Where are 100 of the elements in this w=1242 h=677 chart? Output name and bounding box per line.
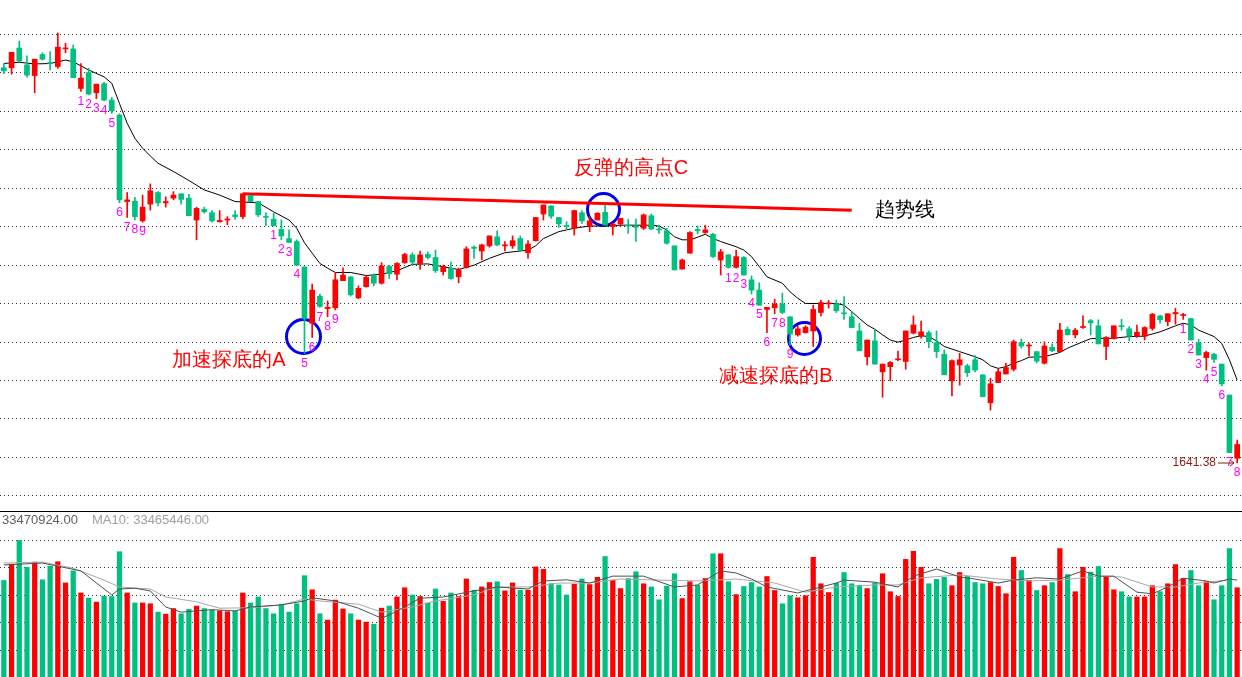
bar bbox=[363, 621, 369, 677]
bar bbox=[324, 619, 331, 677]
text: 5 bbox=[108, 115, 116, 130]
bar bbox=[641, 583, 647, 677]
bar bbox=[232, 610, 238, 677]
text: MA10: 33465446.00 bbox=[92, 511, 210, 527]
bar bbox=[748, 582, 755, 677]
bar bbox=[1064, 574, 1071, 677]
bar bbox=[856, 584, 863, 677]
bar bbox=[1142, 596, 1148, 677]
bar bbox=[1165, 583, 1171, 677]
bar bbox=[579, 578, 585, 677]
candlestick bbox=[162, 196, 169, 208]
bar bbox=[517, 589, 523, 677]
bar bbox=[1203, 581, 1209, 677]
bar bbox=[101, 595, 107, 677]
bar bbox=[1126, 596, 1132, 677]
bar bbox=[201, 608, 207, 677]
bar bbox=[594, 576, 600, 677]
bar bbox=[810, 556, 816, 677]
bar bbox=[193, 605, 200, 677]
bar bbox=[563, 594, 570, 677]
bar bbox=[833, 583, 839, 677]
bar bbox=[741, 586, 747, 677]
text: 4 bbox=[748, 296, 755, 311]
bar bbox=[926, 583, 932, 677]
bar bbox=[772, 590, 778, 677]
bar bbox=[1172, 564, 1179, 677]
annotation: 反弹的高点C bbox=[573, 155, 689, 178]
bar bbox=[1111, 589, 1117, 677]
bar bbox=[910, 550, 917, 677]
annotation: 1641.38 bbox=[1172, 455, 1217, 470]
text: 7 bbox=[771, 316, 779, 331]
bar bbox=[486, 582, 493, 677]
text: 2 bbox=[732, 270, 740, 285]
candlestick bbox=[887, 361, 894, 382]
bar bbox=[610, 579, 616, 677]
bar bbox=[139, 602, 146, 677]
text: 7 bbox=[1226, 454, 1233, 469]
bar bbox=[247, 602, 254, 677]
bar bbox=[1003, 593, 1009, 677]
annotation: 趋势线 bbox=[875, 197, 935, 220]
bar bbox=[55, 561, 61, 677]
bar bbox=[995, 586, 1001, 677]
text: 5 bbox=[301, 355, 308, 370]
text: 2 bbox=[1187, 342, 1195, 357]
text: 9 bbox=[331, 312, 339, 327]
bar bbox=[872, 582, 878, 677]
bar bbox=[70, 570, 76, 677]
bar bbox=[525, 589, 531, 677]
bar bbox=[702, 578, 708, 677]
bar bbox=[1041, 585, 1048, 677]
bar bbox=[1103, 576, 1109, 677]
bar bbox=[1188, 570, 1194, 677]
candlestick bbox=[47, 51, 53, 71]
bar bbox=[494, 581, 500, 677]
bar bbox=[849, 583, 855, 677]
bar bbox=[147, 603, 153, 677]
bar bbox=[317, 613, 323, 677]
bar bbox=[294, 603, 300, 677]
bar bbox=[625, 578, 631, 677]
bar bbox=[178, 613, 184, 677]
candlestick bbox=[895, 350, 901, 361]
text: 7 bbox=[316, 309, 324, 324]
candlestick bbox=[633, 218, 639, 242]
bar bbox=[132, 602, 138, 677]
text: 1 bbox=[725, 270, 732, 285]
bar bbox=[124, 592, 130, 677]
bar bbox=[209, 609, 215, 677]
bar bbox=[409, 594, 415, 677]
bar bbox=[664, 585, 670, 677]
bar bbox=[756, 586, 762, 677]
bar bbox=[864, 588, 870, 677]
bar bbox=[417, 596, 423, 677]
bar bbox=[1, 580, 7, 677]
text: 4 bbox=[1202, 372, 1210, 387]
bar bbox=[86, 597, 92, 677]
text: 3 bbox=[1195, 357, 1202, 372]
text: 4 bbox=[293, 267, 301, 282]
bar bbox=[170, 608, 177, 677]
bar bbox=[278, 603, 284, 677]
bar bbox=[571, 583, 577, 677]
bar bbox=[448, 592, 454, 677]
text: 3 bbox=[93, 101, 100, 116]
bar bbox=[1149, 585, 1155, 677]
annotation: 加速探底的A bbox=[172, 347, 287, 370]
bar bbox=[1026, 580, 1032, 677]
bar bbox=[155, 611, 161, 677]
text: 8 bbox=[131, 222, 139, 237]
candlestick bbox=[471, 245, 477, 259]
bar bbox=[556, 584, 562, 677]
bar bbox=[62, 582, 69, 677]
bar bbox=[671, 573, 678, 677]
text: 8 bbox=[779, 316, 786, 331]
bar bbox=[687, 581, 693, 677]
bar bbox=[1049, 582, 1055, 677]
bar bbox=[378, 607, 385, 677]
bar bbox=[795, 597, 801, 677]
bar bbox=[887, 591, 893, 677]
bar bbox=[1226, 548, 1233, 677]
